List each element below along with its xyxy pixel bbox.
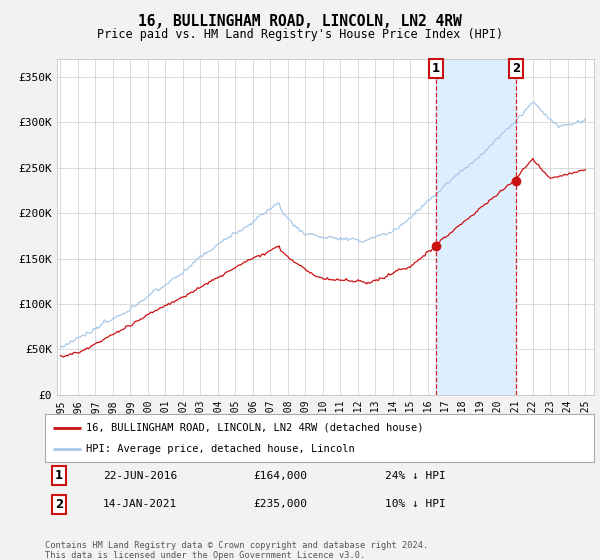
Text: 14-JAN-2021: 14-JAN-2021 bbox=[103, 499, 177, 509]
Text: 16, BULLINGHAM ROAD, LINCOLN, LN2 4RW (detached house): 16, BULLINGHAM ROAD, LINCOLN, LN2 4RW (d… bbox=[86, 423, 424, 433]
Text: 1: 1 bbox=[432, 62, 440, 75]
Bar bbox=[436, 59, 516, 395]
Text: 2: 2 bbox=[512, 62, 520, 75]
Text: Price paid vs. HM Land Registry's House Price Index (HPI): Price paid vs. HM Land Registry's House … bbox=[97, 28, 503, 41]
Text: 16, BULLINGHAM ROAD, LINCOLN, LN2 4RW: 16, BULLINGHAM ROAD, LINCOLN, LN2 4RW bbox=[138, 14, 462, 29]
Text: £235,000: £235,000 bbox=[254, 499, 308, 509]
Text: 2: 2 bbox=[55, 498, 63, 511]
Text: 10% ↓ HPI: 10% ↓ HPI bbox=[385, 499, 446, 509]
Text: £164,000: £164,000 bbox=[254, 471, 308, 481]
Text: HPI: Average price, detached house, Lincoln: HPI: Average price, detached house, Linc… bbox=[86, 444, 355, 454]
Text: 24% ↓ HPI: 24% ↓ HPI bbox=[385, 471, 446, 481]
Text: 22-JUN-2016: 22-JUN-2016 bbox=[103, 471, 177, 481]
Text: Contains HM Land Registry data © Crown copyright and database right 2024.
This d: Contains HM Land Registry data © Crown c… bbox=[45, 540, 428, 560]
Text: 1: 1 bbox=[55, 469, 63, 482]
